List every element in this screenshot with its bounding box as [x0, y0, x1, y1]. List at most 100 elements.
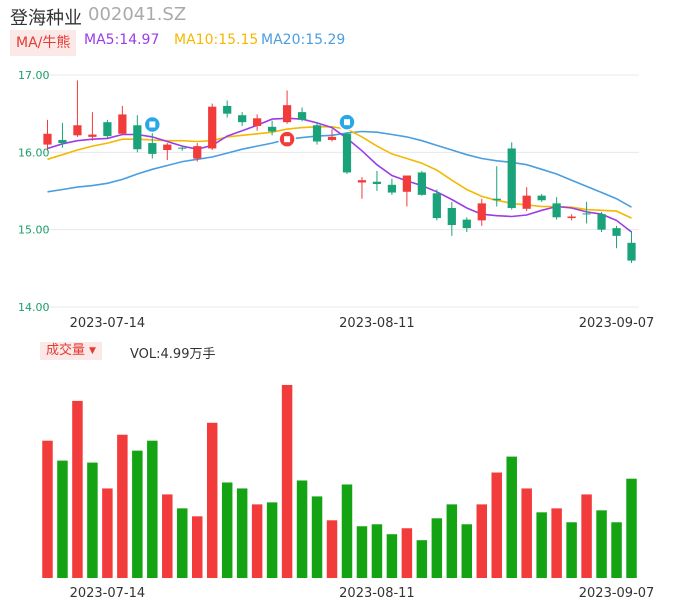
date-tick-label: 2023-08-11 [339, 316, 415, 331]
volume-bar [521, 488, 532, 578]
volume-bar [177, 508, 188, 578]
price-grid [40, 74, 639, 308]
volume-bar [596, 510, 607, 578]
candle-body [462, 219, 471, 229]
volume-bar [87, 462, 98, 578]
volume-date-tick-label: 2023-08-11 [339, 586, 415, 601]
candle-body [267, 126, 277, 132]
volume-bar [162, 494, 173, 578]
volume-bar [461, 524, 473, 578]
date-tick-label: 2023-07-14 [70, 316, 146, 331]
volume-bar [446, 504, 458, 578]
candle-body [507, 148, 516, 209]
volume-bar [102, 488, 113, 578]
candle-body [58, 139, 67, 144]
candle-body [178, 147, 187, 149]
stock-code: 002041.SZ [88, 4, 187, 25]
volume-bar [506, 456, 517, 578]
volume-bar [611, 522, 622, 578]
candle-body [223, 105, 232, 114]
date-tick-label: 2023-09-07 [579, 316, 655, 331]
volume-bar [206, 422, 218, 578]
volume-bar [281, 384, 293, 578]
buy-badge-icon-glyph [149, 121, 156, 128]
buy-badge-icon[interactable] [338, 113, 356, 131]
candle-body [88, 134, 97, 137]
trade-badges [143, 113, 356, 148]
volume-bars [42, 384, 637, 578]
candle-body [552, 203, 561, 218]
volume-bar [72, 400, 83, 578]
ma20-label: MA20:15.29 [261, 32, 346, 48]
ma5-line [47, 117, 632, 233]
candle-body [522, 195, 531, 209]
volume-bar [117, 434, 128, 578]
candle-body [282, 105, 292, 123]
candle-body [118, 114, 127, 134]
volume-bar [581, 494, 592, 578]
candle-body [43, 133, 52, 145]
candle-body [312, 125, 322, 142]
candle-body [148, 143, 157, 154]
ma20-line-layer [47, 130, 632, 208]
candle-body [342, 133, 352, 173]
volume-bar [386, 534, 398, 578]
candle-body [477, 203, 486, 221]
volume-bar [551, 508, 562, 578]
ma-indicator-tab[interactable]: MA/牛熊 [10, 30, 77, 56]
volume-bar [251, 504, 263, 578]
price-tick-label: 16.00 [18, 146, 50, 159]
candle-body [208, 106, 217, 149]
volume-bar [266, 502, 278, 578]
ma20-line [47, 130, 632, 208]
candlestick-series [43, 80, 636, 263]
candle-body [103, 122, 112, 137]
price-tick-label: 14.00 [18, 301, 50, 314]
volume-bar [147, 440, 158, 578]
volume-bar [341, 484, 353, 578]
candle-body [612, 228, 621, 236]
candle-body [492, 198, 501, 201]
candle-body [432, 193, 441, 219]
volume-bar [566, 522, 577, 578]
buy-badge-icon-glyph [343, 119, 350, 126]
candle-body [582, 213, 591, 215]
sell-badge-icon-glyph [284, 136, 291, 143]
price-axis-ticks: 17.00 16.00 15.00 14.00 [18, 69, 50, 314]
candle-body [597, 214, 606, 230]
ma10-label: MA10:15.15 [174, 32, 259, 48]
candle-body [447, 208, 456, 226]
volume-bar [132, 450, 143, 578]
candle-body [537, 195, 546, 201]
buy-badge-icon[interactable] [143, 115, 162, 134]
candle-body [297, 112, 307, 120]
volume-bar [326, 520, 338, 578]
ma10-line-layer [47, 126, 632, 219]
ma10-line [47, 126, 632, 219]
candle-body [327, 136, 337, 140]
volume-value-label: VOL:4.99万手 [130, 347, 216, 362]
volume-bar [221, 482, 233, 578]
volume-date-axis-ticks: 2023-07-14 2023-08-11 2023-09-07 [70, 586, 655, 601]
volume-bar [431, 518, 443, 578]
dropdown-triangle-icon[interactable]: ▼ [89, 346, 96, 356]
volume-bar [371, 524, 383, 578]
volume-bar [356, 526, 368, 578]
volume-indicator-tab[interactable]: 成交量 ▼ [40, 342, 102, 360]
volume-bar [476, 504, 488, 578]
volume-bar [401, 528, 413, 578]
volume-bar [311, 496, 323, 578]
candle-body [567, 216, 576, 219]
volume-bar [626, 478, 637, 578]
stock-name: 登海种业 [10, 8, 82, 29]
candle-body [253, 118, 262, 127]
volume-bar [236, 488, 248, 578]
volume-bar [416, 540, 428, 578]
ma5-line-layer [47, 117, 632, 233]
candle-body [627, 242, 636, 261]
candle-body [163, 144, 172, 151]
sell-badge-icon[interactable] [278, 130, 296, 148]
volume-bar [491, 472, 502, 578]
ma5-label: MA5:14.97 [84, 32, 160, 48]
volume-bar [57, 460, 68, 578]
